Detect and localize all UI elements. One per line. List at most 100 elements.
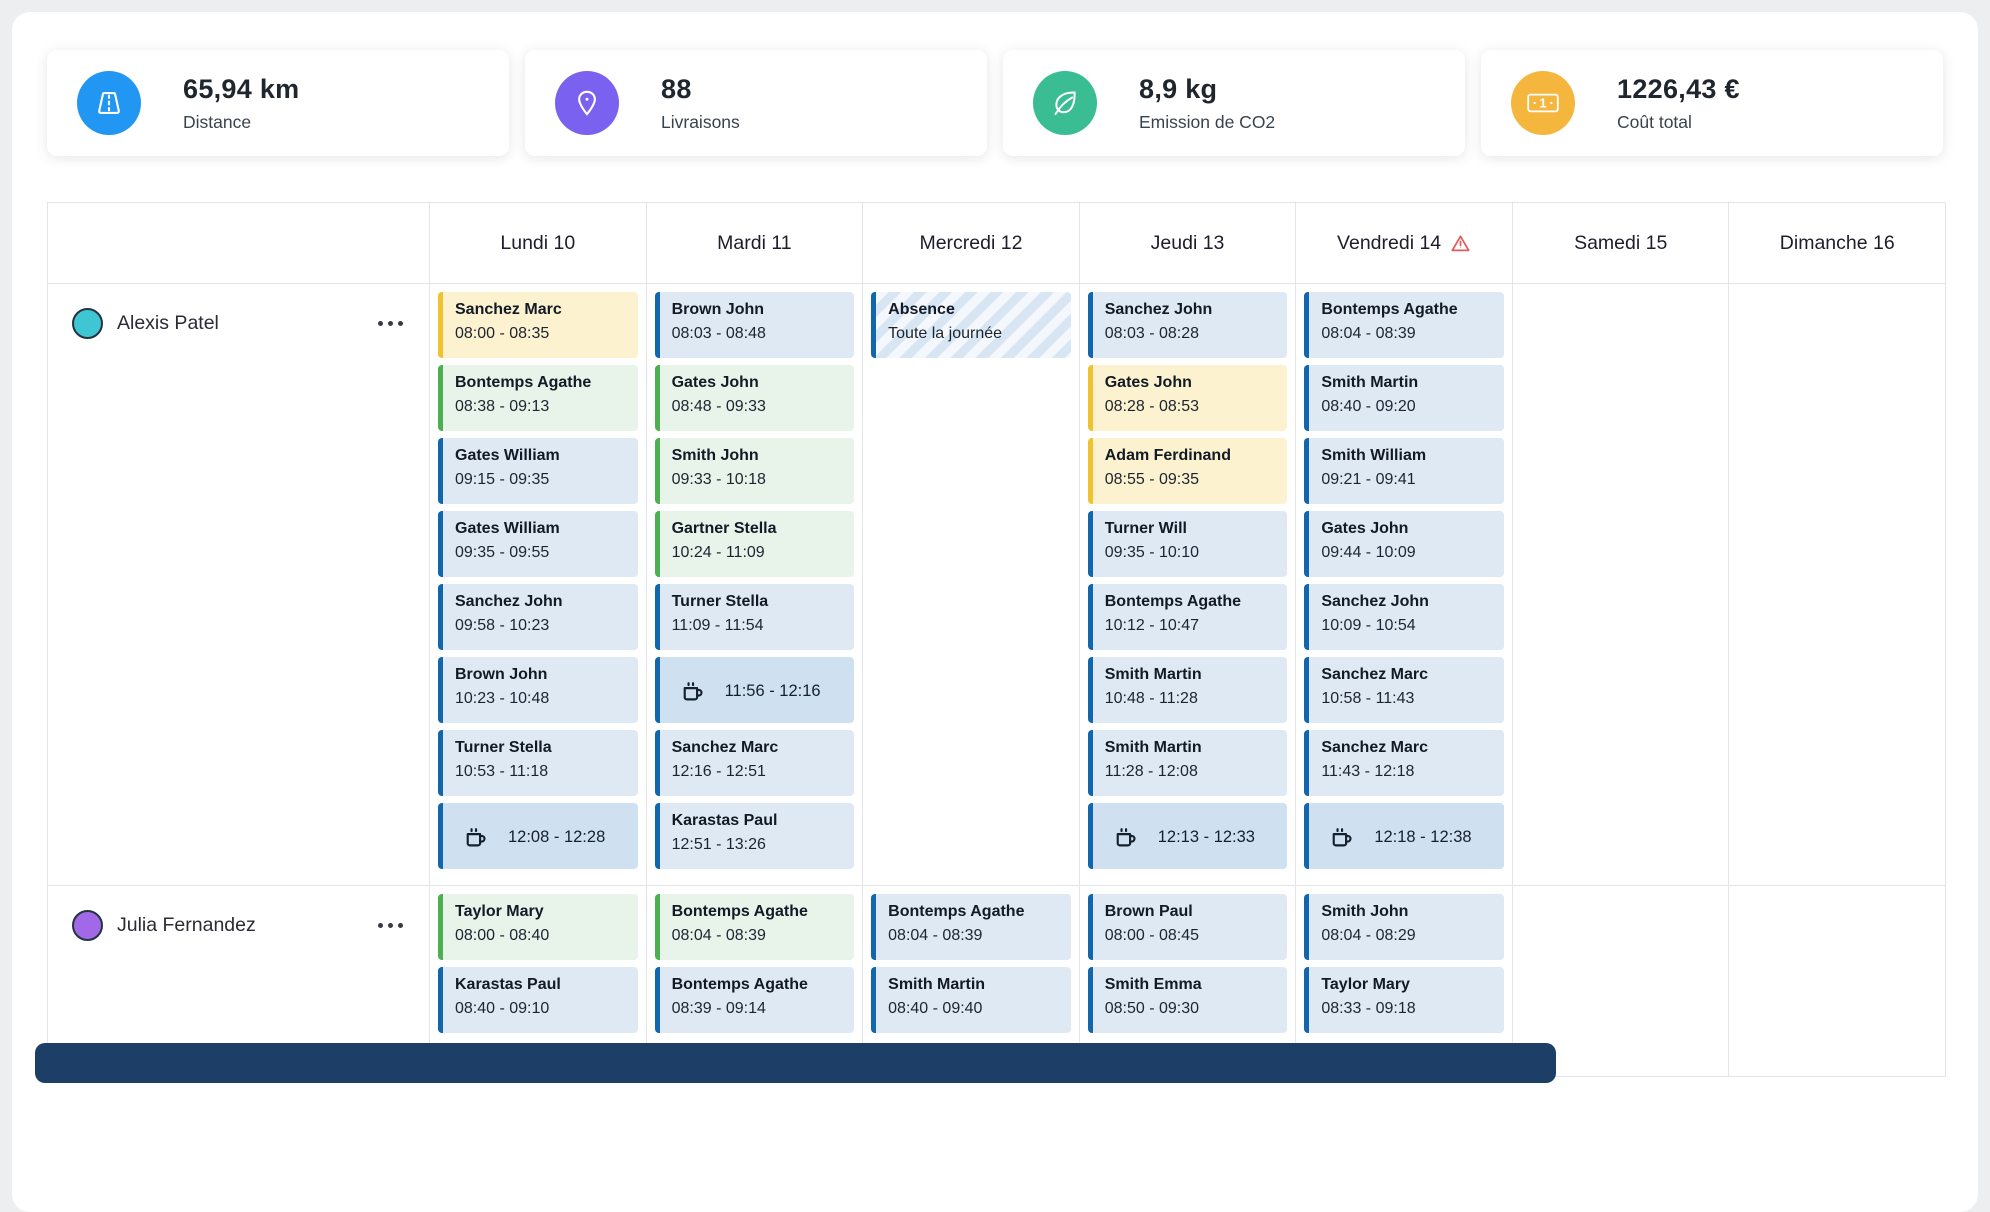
appointment-card[interactable]: Smith Martin 11:28 - 12:08 [1087, 730, 1288, 796]
appointment-time: 11:09 - 11:54 [671, 617, 764, 634]
appointment-card[interactable]: Taylor Mary 08:00 - 08:40 [438, 894, 638, 960]
day-header-label: Lundi 10 [500, 231, 576, 254]
day-cell: Smith John 08:04 - 08:29 Taylor Mary 08:33 … [1295, 886, 1512, 1076]
appointment-card[interactable]: Bontemps Agathe 08:04 - 08:39 [654, 894, 855, 960]
appointment-title: Smith Martin [1104, 666, 1202, 683]
break-card[interactable]: 12:08 - 12:28 [438, 803, 638, 869]
appointment-card[interactable]: Bontemps Agathe 08:39 - 09:14 [654, 967, 855, 1033]
warning-icon[interactable] [1450, 233, 1471, 254]
appointment-time: 10:24 - 11:09 [671, 544, 765, 561]
appointment-title: Karastas Paul [455, 976, 561, 993]
appointment-time: 09:15 - 09:35 [455, 471, 550, 488]
planning-header-name-spacer [48, 203, 429, 283]
person-cell: Alexis Patel [48, 284, 429, 346]
appointment-card[interactable]: Gates William 09:15 - 09:35 [438, 438, 638, 504]
appointment-card[interactable]: Turner Stella 10:53 - 11:18 [438, 730, 638, 796]
appointment-card[interactable]: Sanchez Marc 12:16 - 12:51 [654, 730, 855, 796]
appointment-card[interactable]: Smith Martin 08:40 - 09:20 [1304, 365, 1504, 431]
person-row: Alexis Patel Sanchez Marc 08:00 - 08:35 Bon… [48, 284, 1945, 885]
day-header-mercredi: Mercredi 12 [862, 203, 1079, 283]
appointment-card[interactable]: Taylor Mary 08:33 - 09:18 [1304, 967, 1504, 1033]
appointment-title: Smith William [1321, 447, 1427, 464]
appointment-card[interactable]: Gates William 09:35 - 09:55 [438, 511, 638, 577]
appointment-card[interactable]: Sanchez John 09:58 - 10:23 [438, 584, 638, 650]
appointment-card[interactable]: Smith Emma 08:50 - 09:30 [1087, 967, 1288, 1033]
day-header-lundi: Lundi 10 [429, 203, 646, 283]
appointment-card[interactable]: Turner Will 09:35 - 10:10 [1087, 511, 1288, 577]
absence-title: Absence [888, 301, 955, 318]
appointment-time: 10:53 - 11:18 [455, 763, 549, 780]
appointment-title: Sanchez Marc [1321, 739, 1429, 756]
appointment-time: 08:00 - 08:35 [455, 325, 550, 342]
appointment-card[interactable]: Karastas Paul 12:51 - 13:26 [654, 803, 855, 869]
appointment-title: Brown John [455, 666, 548, 683]
appointment-card[interactable]: Bontemps Agathe 08:04 - 08:39 [871, 894, 1071, 960]
stat-label: Emission de CO2 [1139, 111, 1276, 132]
break-card[interactable]: 12:13 - 12:33 [1087, 803, 1288, 869]
day-cell: Brown John 08:03 - 08:48 Gates John 08:48 -… [645, 284, 863, 885]
appointment-title: Bontemps Agathe [671, 976, 808, 993]
appointment-card[interactable]: Gates John 08:28 - 08:53 [1087, 365, 1288, 431]
day-header-label: Jeudi 13 [1150, 231, 1225, 254]
appointment-title: Sanchez John [455, 593, 563, 610]
stat-text: 65,94 km Distance [183, 74, 300, 133]
break-card[interactable]: 12:18 - 12:38 [1304, 803, 1504, 869]
appointment-card[interactable]: Bontemps Agathe 08:04 - 08:39 [1304, 292, 1504, 358]
day-header-dimanche: Dimanche 16 [1728, 203, 1945, 283]
appointment-card[interactable]: Brown Paul 08:00 - 08:45 [1087, 894, 1288, 960]
stat-label: Coût total [1617, 111, 1692, 132]
day-cell: Bontemps Agathe 08:04 - 08:39 Smith Martin… [862, 886, 1079, 1076]
appointment-title: Smith Martin [1321, 374, 1419, 391]
appointment-card[interactable]: Bontemps Agathe 08:38 - 09:13 [438, 365, 638, 431]
appointment-card[interactable]: Karastas Paul 08:40 - 09:10 [438, 967, 638, 1033]
day-header-label: Mercredi 12 [919, 231, 1023, 254]
day-cell: Bontemps Agathe 08:04 - 08:39 Bontemps Aga… [645, 886, 863, 1076]
person-row: Julia Fernandez Taylor Mary 08:00 - 08:40 K… [48, 885, 1945, 1076]
appointment-title: Taylor Mary [1321, 976, 1410, 993]
appointment-card[interactable]: Smith John 09:33 - 10:18 [654, 438, 855, 504]
appointment-card[interactable]: Adam Ferdinand 08:55 - 09:35 [1087, 438, 1288, 504]
stat-card: 1 1226,43 € Coût total [1481, 50, 1943, 156]
appointment-card[interactable]: Sanchez Marc 10:58 - 11:43 [1304, 657, 1504, 723]
appointment-card[interactable]: Smith Martin 10:48 - 11:28 [1087, 657, 1288, 723]
appointment-card[interactable]: Smith Martin 08:40 - 09:40 [871, 967, 1071, 1033]
appointment-title: Sanchez Marc [671, 739, 779, 756]
appointment-time: 12:16 - 12:51 [671, 763, 766, 780]
appointment-time: 08:03 - 08:48 [671, 325, 766, 342]
appointment-card[interactable]: Brown John 10:23 - 10:48 [438, 657, 638, 723]
appointment-card[interactable]: Brown John 08:03 - 08:48 [654, 292, 855, 358]
appointment-card[interactable]: Bontemps Agathe 10:12 - 10:47 [1087, 584, 1288, 650]
day-cell: Sanchez Marc 08:00 - 08:35 Bontemps Agathe… [429, 284, 646, 885]
appointment-title: Sanchez John [1104, 301, 1213, 318]
appointment-card[interactable]: Smith John 08:04 - 08:29 [1304, 894, 1504, 960]
day-cell [1728, 886, 1945, 1076]
planning-table: Lundi 10 Mardi 11 Mercredi 12 Jeudi 13 Vendr… [47, 202, 1946, 1077]
stat-value: 1226,43 € [1617, 73, 1740, 104]
row-menu-button[interactable] [376, 917, 405, 934]
day-cell: Bontemps Agathe 08:04 - 08:39 Smith Martin… [1295, 284, 1512, 885]
appointment-card[interactable]: Sanchez Marc 08:00 - 08:35 [438, 292, 638, 358]
appointment-time: 09:21 - 09:41 [1321, 471, 1416, 488]
break-card[interactable]: 11:56 - 12:16 [654, 657, 855, 723]
appointment-card[interactable]: Gates John 09:44 - 10:09 [1304, 511, 1504, 577]
appointment-title: Gates John [1104, 374, 1192, 391]
break-time: 12:18 - 12:38 [1374, 827, 1472, 846]
appointment-card[interactable]: Gates John 08:48 - 09:33 [654, 365, 855, 431]
stat-card: 65,94 km Distance [47, 50, 509, 156]
appointment-title: Bontemps Agathe [1321, 301, 1458, 318]
appointment-time: 08:40 - 09:40 [888, 1000, 983, 1017]
appointment-card[interactable]: Gartner Stella 10:24 - 11:09 [654, 511, 855, 577]
stat-value: 65,94 km [183, 73, 300, 104]
appointment-card[interactable]: Sanchez John 10:09 - 10:54 [1304, 584, 1504, 650]
appointment-card[interactable]: Sanchez John 08:03 - 08:28 [1087, 292, 1288, 358]
horizontal-scrollbar-thumb[interactable] [35, 1043, 1556, 1083]
absence-card[interactable]: Absence Toute la journée [871, 292, 1071, 358]
appointment-card[interactable]: Smith William 09:21 - 09:41 [1304, 438, 1504, 504]
appointment-title: Turner Stella [455, 739, 552, 756]
row-menu-button[interactable] [376, 315, 405, 332]
break-time: 11:56 - 12:16 [724, 681, 821, 700]
appointment-time: 10:48 - 11:28 [1104, 690, 1198, 707]
appointment-card[interactable]: Turner Stella 11:09 - 11:54 [654, 584, 855, 650]
appointment-card[interactable]: Sanchez Marc 11:43 - 12:18 [1304, 730, 1504, 796]
appointment-title: Bontemps Agathe [888, 903, 1025, 920]
